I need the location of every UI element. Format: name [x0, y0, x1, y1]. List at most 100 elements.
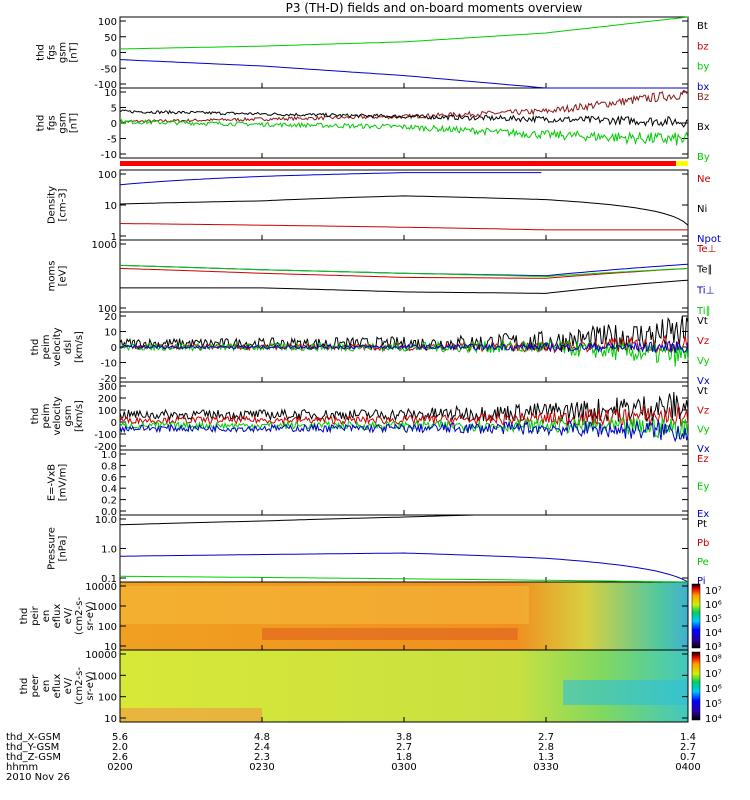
- series-line-Npot: [119, 172, 542, 186]
- orbit-row-value: 3.8: [396, 732, 412, 743]
- series-line-Te: [119, 267, 689, 279]
- y-axis-label: eV/: [63, 677, 74, 694]
- y-axis-label: dsl: [63, 340, 74, 354]
- orbit-row-value: 1.4: [680, 732, 696, 743]
- legend-entry: Pb: [697, 538, 709, 549]
- series-line-Vy: [119, 339, 689, 367]
- series-line-Vx: [119, 420, 689, 443]
- y-tick-label: -10: [101, 359, 117, 370]
- legend-entry: Ez: [697, 454, 709, 465]
- mode-bar: [120, 161, 676, 166]
- y-tick-label: 200: [98, 394, 117, 405]
- series-line-Ne: [119, 223, 688, 231]
- y-tick-label: 1.0: [101, 545, 117, 556]
- legend-entry: Vz: [697, 405, 709, 416]
- y-tick-label: 100: [98, 406, 117, 417]
- y-axis-label: velocity: [52, 327, 63, 366]
- y-axis-label: (cm2-s-: [74, 597, 85, 635]
- colorbar-tick-label: 10⁴: [705, 628, 722, 639]
- legend-entry: By: [697, 152, 710, 163]
- legend-entry: by: [697, 62, 709, 73]
- electron-spectrogram-low-energy: [120, 708, 262, 722]
- y-tick-label: 100: [98, 304, 117, 315]
- y-tick-label: 1000: [92, 602, 117, 613]
- ion-spectrogram-band: [120, 586, 529, 624]
- series-line-Vy: [119, 415, 689, 440]
- y-axis-label: [km/s]: [74, 400, 85, 432]
- date-label: 2010 Nov 26: [6, 772, 70, 783]
- y-axis-label: sr-eV): [85, 671, 96, 700]
- y-axis-label: [nT]: [69, 113, 80, 133]
- orbit-row-value: 4.8: [254, 732, 270, 743]
- orbit-row-value: 5.6: [112, 732, 128, 743]
- orbit-row-label: hhmm: [6, 762, 38, 773]
- series-line-Ni: [119, 195, 689, 226]
- colorbar-tick-label: 10⁵: [705, 614, 722, 625]
- series-line-Bx: [119, 109, 689, 128]
- y-tick-label: 10000: [85, 650, 117, 661]
- y-tick-label: -200: [94, 442, 117, 453]
- legend-entry: Vz: [697, 336, 709, 347]
- y-tick-label: 0: [111, 418, 117, 429]
- legend-entry: Vy: [697, 356, 710, 367]
- y-axis-label: en: [41, 680, 52, 693]
- series-line-Bz: [119, 89, 689, 124]
- series-line-Pi: [119, 552, 689, 583]
- y-tick-label: 0.6: [101, 473, 117, 484]
- colorbar-tick-label: 10⁵: [705, 699, 722, 710]
- orbit-row-label: thd_Z-GSM: [6, 752, 61, 763]
- series-line-Vt: [119, 316, 689, 352]
- series-line-Vx: [119, 340, 689, 353]
- y-tick-label: 20: [104, 312, 117, 323]
- orbit-row-value: 2.7: [680, 742, 696, 753]
- panel-frame: [119, 449, 689, 516]
- y-tick-label: 0: [111, 49, 117, 60]
- y-tick-label: 1.0: [101, 450, 117, 461]
- mode-bar-end: [676, 161, 688, 166]
- legend-entry: Te⊥: [696, 244, 716, 255]
- y-axis-label: [nPa]: [58, 535, 69, 561]
- y-axis-label: [nT]: [69, 42, 80, 62]
- y-axis-label: [cm-3]: [58, 188, 69, 221]
- y-axis-label: peer: [30, 674, 41, 698]
- y-tick-label: 0.4: [101, 484, 117, 495]
- panel-frame: [119, 239, 689, 313]
- y-axis-label: Density: [47, 186, 58, 224]
- y-axis-label: [mV/m]: [58, 464, 69, 502]
- y-tick-label: 5: [111, 104, 117, 115]
- electron-spectrogram-cyan-region: [563, 680, 688, 705]
- orbit-row-value: 0.7: [680, 752, 696, 763]
- orbit-row-value: 0330: [533, 762, 558, 773]
- y-tick-label: -100: [94, 430, 117, 441]
- y-axis-label: fgs: [47, 45, 58, 60]
- series-line-By: [119, 118, 689, 146]
- orbit-row-value: 0230: [249, 762, 274, 773]
- panel-frame: [119, 514, 689, 583]
- legend-entry: Ni: [697, 204, 707, 215]
- colorbar-tick-label: 10⁸: [705, 654, 722, 665]
- y-axis-label: en: [41, 610, 52, 623]
- y-axis-label: eV/: [63, 607, 74, 624]
- legend-entry: Vy: [697, 425, 710, 436]
- orbit-row-value: 0400: [675, 762, 700, 773]
- panel-frame: [119, 87, 689, 159]
- legend-entry: Ey: [697, 482, 709, 493]
- y-axis-label: thd: [36, 115, 47, 132]
- legend-entry: Bx: [697, 122, 710, 133]
- y-axis-label: [eV]: [58, 266, 69, 287]
- legend-entry: Te∥: [696, 265, 713, 276]
- colorbar: [691, 651, 701, 721]
- colorbar: [691, 583, 701, 649]
- y-axis-label: (cm2-s-: [74, 667, 85, 705]
- y-tick-label: 1000: [92, 671, 117, 682]
- y-tick-label: -5: [107, 135, 117, 146]
- ion-spectrogram-low-energy: [262, 628, 518, 640]
- colorbar-tick-label: 10⁴: [705, 714, 722, 725]
- y-axis-label: E=-VxB: [47, 464, 58, 501]
- legend-entry: Vt: [697, 386, 708, 397]
- y-axis-label: thd: [30, 408, 41, 425]
- series-line-bx: [119, 59, 688, 89]
- y-tick-label: 300: [98, 382, 117, 393]
- legend-entry: Vx: [697, 376, 710, 387]
- series-line-Ti: [119, 264, 689, 278]
